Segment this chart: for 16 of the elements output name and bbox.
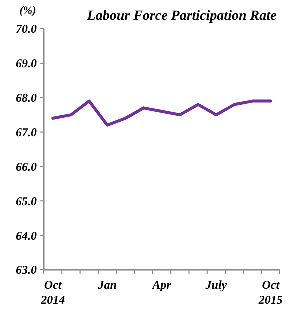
y-tick-label: 70.0: [16, 22, 37, 36]
x-tick-label: Oct 2015: [258, 278, 283, 307]
chart-title: Labour Force Participation Rate: [86, 9, 277, 24]
y-axis-title: (%): [20, 5, 36, 17]
y-tick-label: 63.0: [16, 263, 37, 278]
y-tick-label: 69.0: [16, 56, 37, 71]
line-series: [52, 100, 272, 127]
x-tick-label: Jan: [97, 278, 118, 292]
x-tick-label: Oct 2014: [40, 278, 66, 307]
y-tick-label: 65.0: [16, 194, 37, 208]
x-tick-label: July: [204, 278, 228, 292]
y-tick-label: 64.0: [16, 228, 37, 243]
y-tick-label: 66.0: [16, 160, 37, 174]
x-tick-label: Apr: [152, 278, 172, 292]
y-tick-label: 68.0: [16, 91, 37, 106]
y-tick-label: 67.0: [16, 125, 37, 140]
